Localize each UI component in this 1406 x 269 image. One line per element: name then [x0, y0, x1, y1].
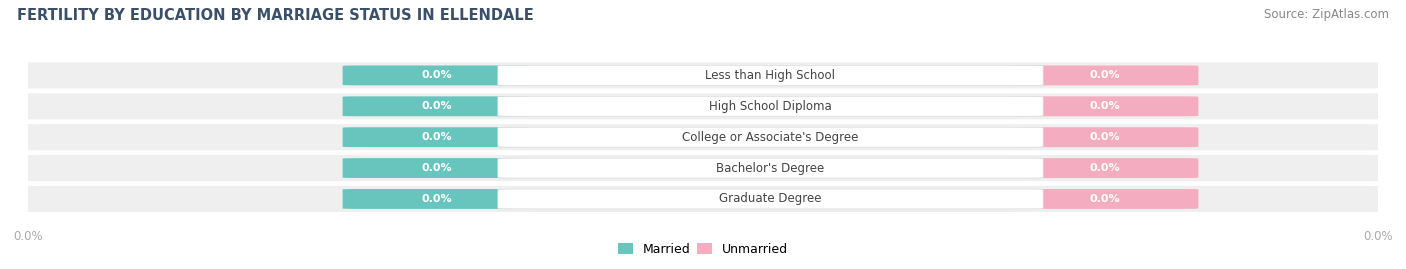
- FancyBboxPatch shape: [343, 158, 530, 178]
- FancyBboxPatch shape: [22, 62, 1384, 89]
- FancyBboxPatch shape: [1011, 127, 1198, 147]
- FancyBboxPatch shape: [22, 186, 1384, 212]
- Text: College or Associate's Degree: College or Associate's Degree: [682, 131, 859, 144]
- Text: FERTILITY BY EDUCATION BY MARRIAGE STATUS IN ELLENDALE: FERTILITY BY EDUCATION BY MARRIAGE STATU…: [17, 8, 534, 23]
- Text: Bachelor's Degree: Bachelor's Degree: [717, 162, 824, 175]
- Text: 0.0%: 0.0%: [1090, 163, 1119, 173]
- Text: Graduate Degree: Graduate Degree: [720, 192, 821, 206]
- FancyBboxPatch shape: [498, 65, 1043, 85]
- FancyBboxPatch shape: [1011, 189, 1198, 209]
- Text: Source: ZipAtlas.com: Source: ZipAtlas.com: [1264, 8, 1389, 21]
- FancyBboxPatch shape: [343, 127, 530, 147]
- FancyBboxPatch shape: [498, 158, 1043, 178]
- FancyBboxPatch shape: [22, 124, 1384, 150]
- FancyBboxPatch shape: [1011, 96, 1198, 116]
- FancyBboxPatch shape: [498, 189, 1043, 209]
- FancyBboxPatch shape: [498, 96, 1043, 116]
- FancyBboxPatch shape: [22, 155, 1384, 181]
- FancyBboxPatch shape: [498, 127, 1043, 147]
- Text: 0.0%: 0.0%: [1090, 194, 1119, 204]
- Text: 0.0%: 0.0%: [422, 194, 451, 204]
- Text: 0.0%: 0.0%: [1090, 70, 1119, 80]
- Text: 0.0%: 0.0%: [422, 101, 451, 111]
- Text: 0.0%: 0.0%: [422, 132, 451, 142]
- Text: 0.0%: 0.0%: [422, 163, 451, 173]
- FancyBboxPatch shape: [343, 189, 530, 209]
- FancyBboxPatch shape: [343, 96, 530, 116]
- Text: 0.0%: 0.0%: [422, 70, 451, 80]
- FancyBboxPatch shape: [343, 65, 530, 85]
- Text: 0.0%: 0.0%: [1090, 132, 1119, 142]
- FancyBboxPatch shape: [1011, 158, 1198, 178]
- Legend: Married, Unmarried: Married, Unmarried: [613, 238, 793, 261]
- Text: High School Diploma: High School Diploma: [709, 100, 832, 113]
- Text: Less than High School: Less than High School: [706, 69, 835, 82]
- FancyBboxPatch shape: [22, 93, 1384, 119]
- Text: 0.0%: 0.0%: [1090, 101, 1119, 111]
- FancyBboxPatch shape: [1011, 65, 1198, 85]
